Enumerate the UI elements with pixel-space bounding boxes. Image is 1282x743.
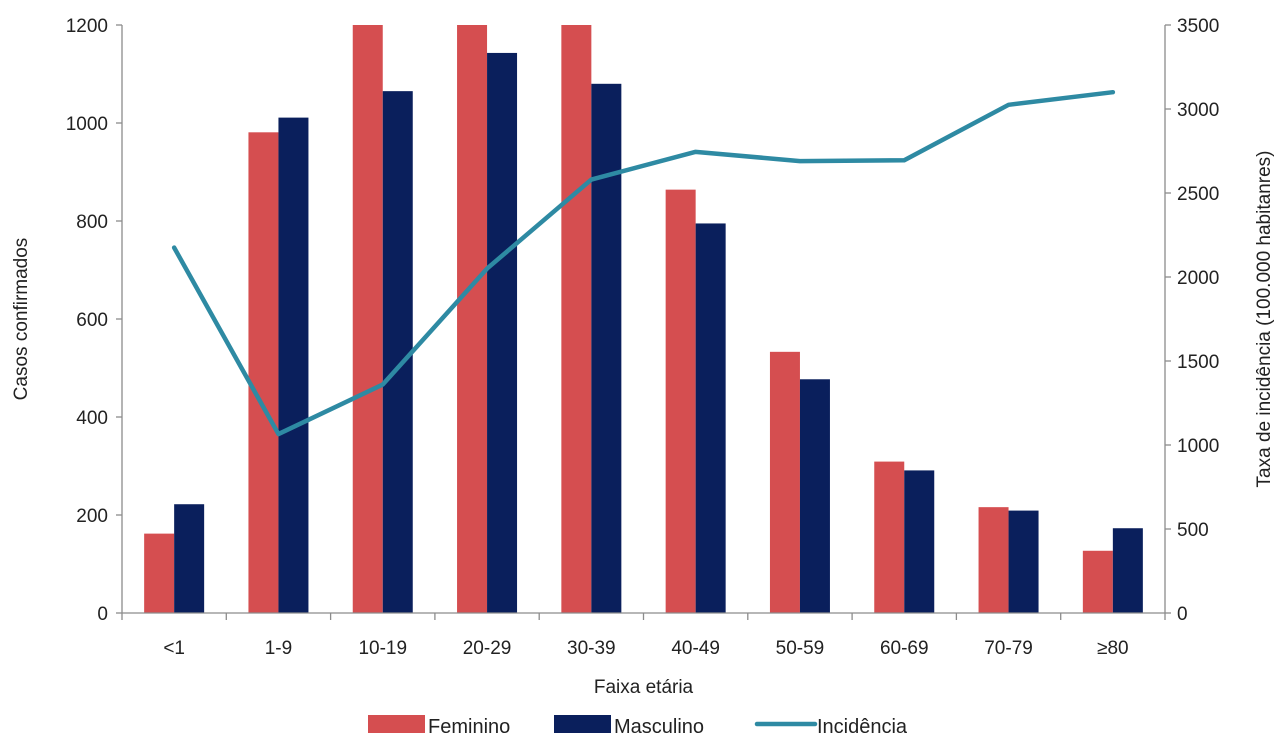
x-tick-label-1: 1-9 [265,638,292,659]
legend-swatch-masculino [554,715,611,733]
x-tick-label-6: 50-59 [776,638,825,659]
y-tick-label-0: 0 [97,604,108,625]
x-tick-label-4: 30-39 [567,638,616,659]
legend-label-feminino: Feminino [428,716,510,738]
bar-masculino-5 [695,223,726,613]
bar-masculino-7 [904,470,935,613]
y2-axis-title: Taxa de incidência (100.000 habitanres) [1254,151,1275,488]
bar-masculino-0 [174,504,205,613]
x-tick-label-2: 10-19 [358,638,407,659]
line-incidencia [171,89,1116,437]
bar-feminino-0 [144,533,175,613]
y-tick-label-5: 1000 [66,114,108,135]
x-tick-label-8: 70-79 [984,638,1033,659]
bar-masculino-4 [591,83,622,614]
legend-swatch-feminino [368,715,425,733]
y-tick-label-2: 400 [76,408,108,429]
bar-feminino-1 [248,132,279,613]
x-axis-title: Faixa etária [594,677,694,698]
y-tick-label-6: 1200 [66,16,108,37]
bar-feminino-7 [874,461,905,613]
bar-feminino-5 [665,189,696,613]
bar-masculino-1 [278,117,309,614]
bar-masculino-6 [799,379,830,613]
line-layer [171,89,1116,437]
x-tick-label-5: 40-49 [671,638,720,659]
legend-label-incidencia: Incidência [817,716,908,738]
bar-masculino-2 [382,91,413,613]
x-tick-label-9: ≥80 [1097,638,1129,659]
y2-tick-label-2: 1000 [1177,436,1219,457]
y2-tick-label-0: 0 [1177,604,1188,625]
bar-feminino-8 [978,507,1009,613]
bar-feminino-3 [457,25,488,613]
legend-label-masculino: Masculino [614,716,704,738]
legend: Feminino Masculino Incidência [368,715,908,738]
y2-tick-label-3: 1500 [1177,352,1219,373]
bar-feminino-4 [561,25,592,613]
y-tick-label-3: 600 [76,310,108,331]
y-tick-label-1: 200 [76,506,108,527]
x-tick-label-3: 20-29 [463,638,512,659]
y2-tick-label-4: 2000 [1177,268,1219,289]
bar-masculino-9 [1112,528,1143,613]
y-tick-label-4: 800 [76,212,108,233]
y2-tick-label-7: 3500 [1177,16,1219,37]
y2-tick-label-5: 2500 [1177,184,1219,205]
y-axis-title: Casos confirmados [11,238,32,401]
bar-feminino-2 [352,25,383,613]
bar-masculino-8 [1008,510,1039,613]
bar-masculino-3 [487,52,518,614]
bar-feminino-6 [769,351,800,613]
x-tick-label-7: 60-69 [880,638,929,659]
bars-layer [144,25,1143,614]
x-tick-label-0: <1 [163,638,185,659]
ticks-layer: 0 200 400 600 800 1000 1200 0 500 1000 1500 2000 250… [66,16,1220,659]
y2-tick-label-1: 500 [1177,520,1209,541]
y2-tick-label-6: 3000 [1177,100,1219,121]
bar-feminino-9 [1082,550,1113,613]
